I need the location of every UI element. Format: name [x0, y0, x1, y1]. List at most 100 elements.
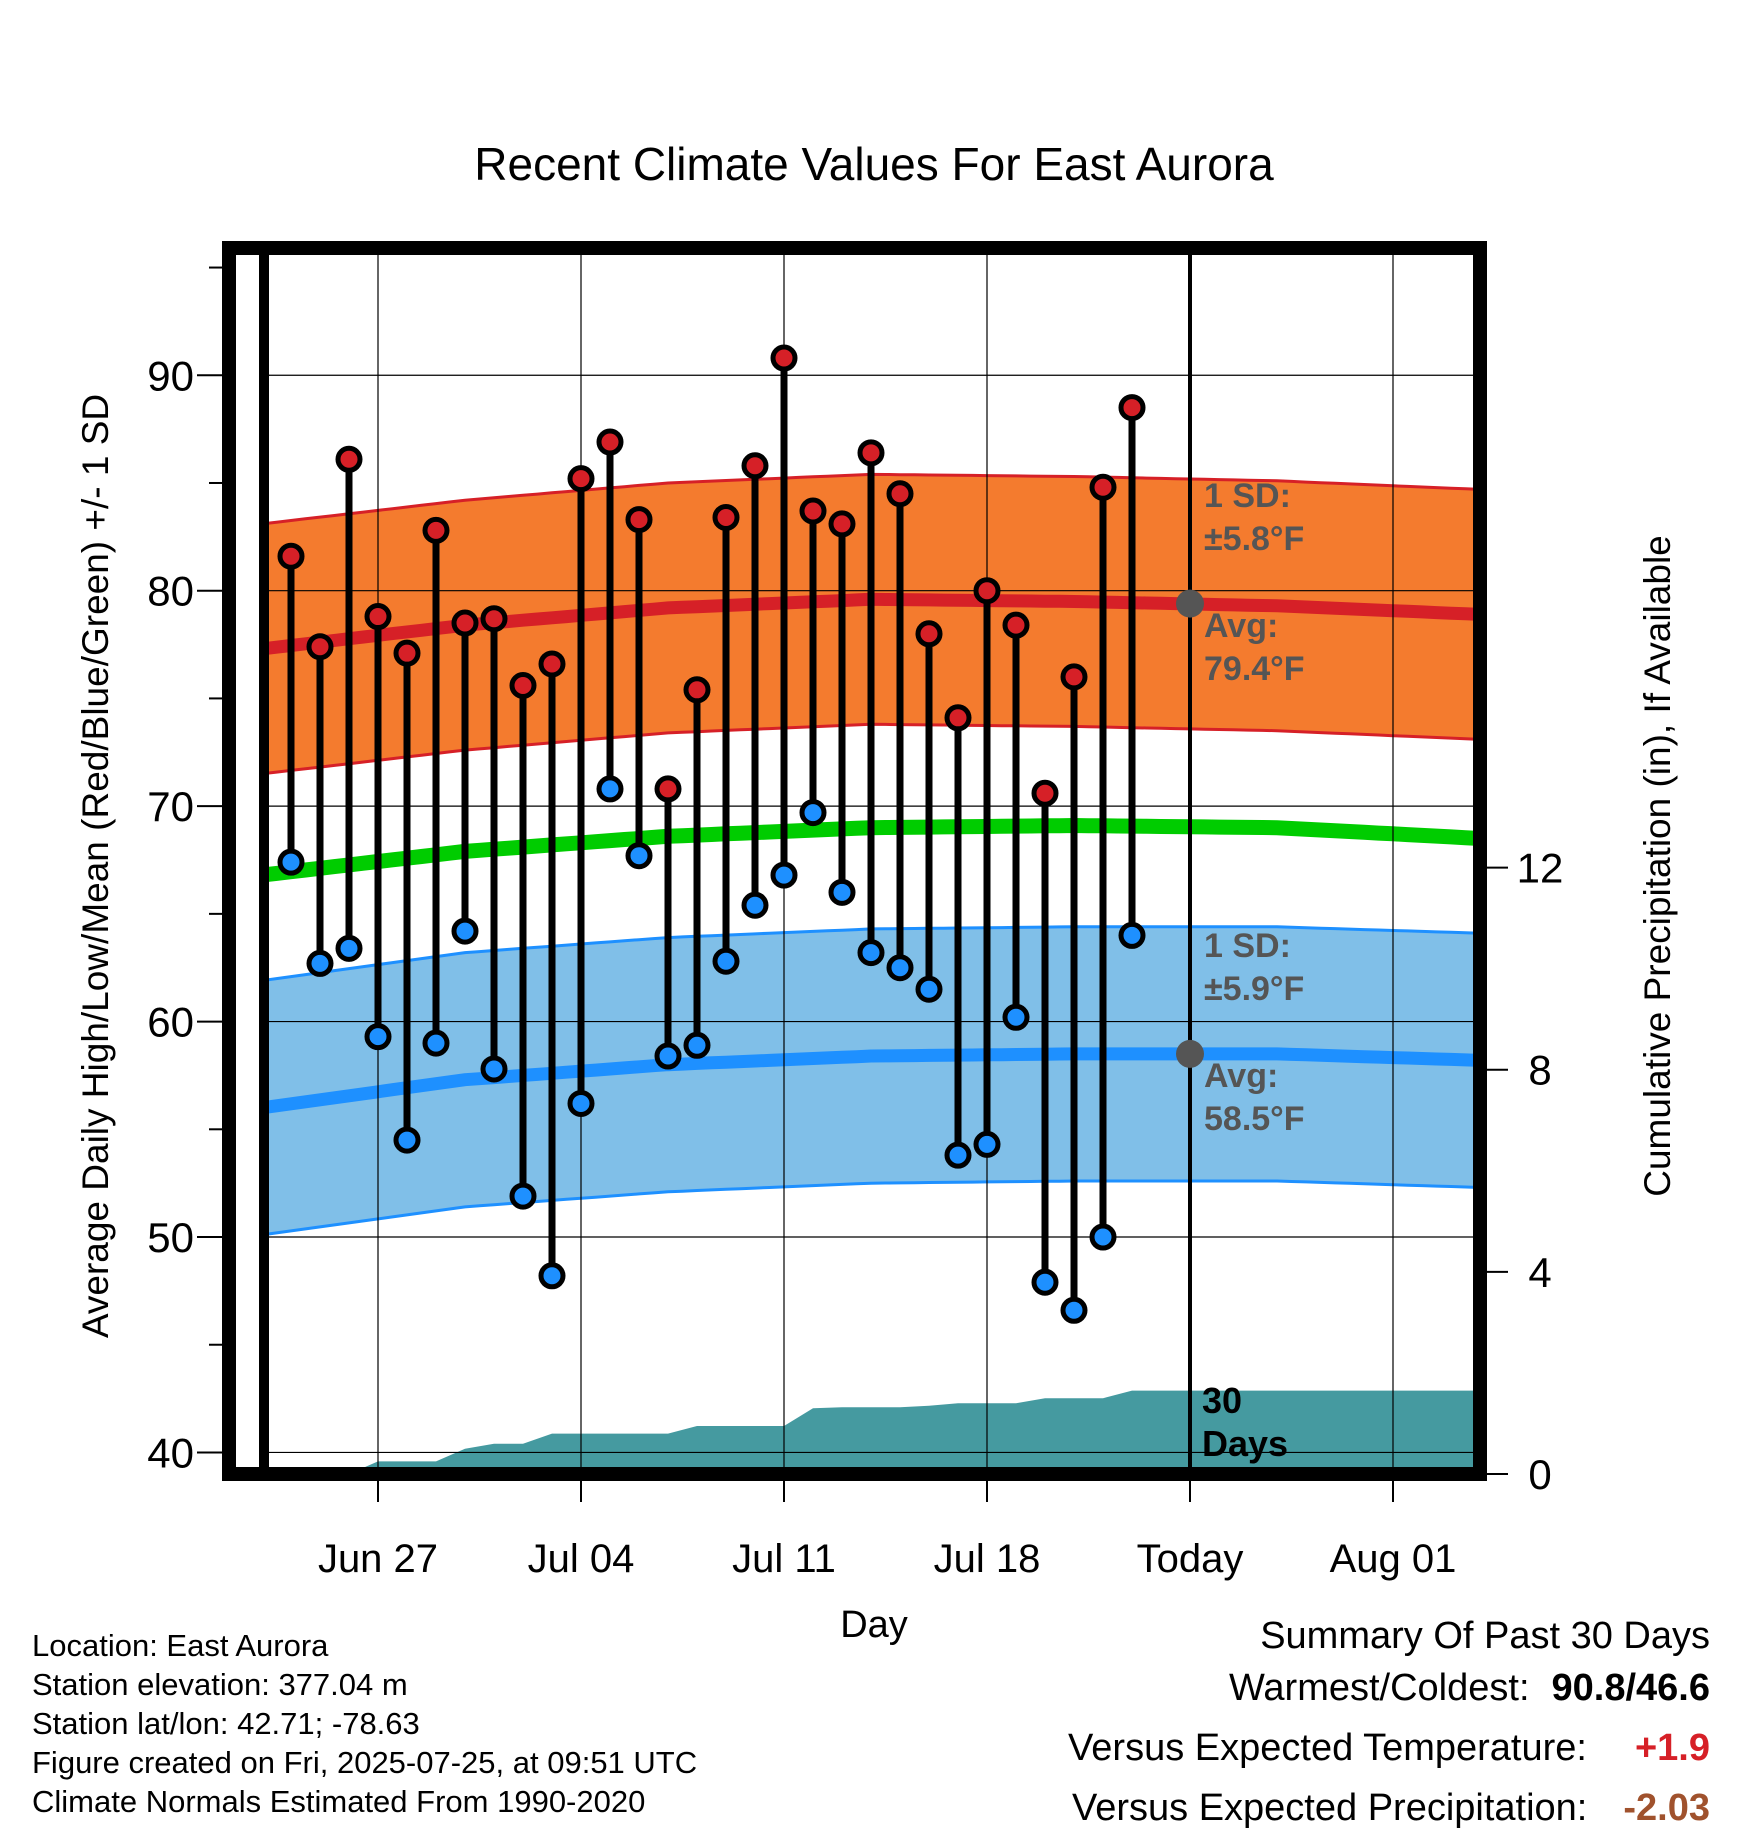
daily-low-point: [1060, 1296, 1088, 1324]
daily-high-point: [306, 633, 334, 661]
daily-low-point: [596, 775, 624, 803]
daily-low-point: [915, 975, 943, 1003]
elevation-text: Station elevation: 377.04 m: [32, 1667, 408, 1702]
daily-high-point: [509, 671, 537, 699]
daily-low-point: [364, 1023, 392, 1051]
temp-anomaly-value: +1.9: [1634, 1727, 1710, 1769]
daily-high-point: [770, 344, 798, 372]
daily-high-point: [625, 506, 653, 534]
high-sd-title: 1 SD:: [1204, 477, 1291, 515]
plot-frame-inner: [259, 243, 1483, 1477]
daily-low-point: [1118, 921, 1146, 949]
summary-title: Summary Of Past 30 Days: [1260, 1615, 1710, 1657]
y-tick-label: 50: [147, 1214, 194, 1261]
daily-high-point: [712, 503, 740, 531]
daily-high-point: [857, 439, 885, 467]
daily-low-point: [973, 1130, 1001, 1158]
low-avg-line: [262, 1047, 1480, 1115]
low-avg-value: 58.5°F: [1204, 1100, 1305, 1138]
x-axis-label: Day: [840, 1604, 908, 1646]
high-avg-value: 79.4°F: [1204, 650, 1305, 688]
daily-low-point: [306, 949, 334, 977]
daily-high-point: [1118, 394, 1146, 422]
location-text: Location: East Aurora: [32, 1628, 329, 1663]
daily-high-point: [1089, 473, 1117, 501]
daily-low-point: [538, 1262, 566, 1290]
daily-low-point: [944, 1141, 972, 1169]
warmest-coldest-value: 90.8/46.6: [1551, 1667, 1710, 1709]
daily-high-point: [393, 639, 421, 667]
daily-low-point: [422, 1029, 450, 1057]
created-text: Figure created on Fri, 2025-07-25, at 09…: [32, 1745, 698, 1780]
daily-high-point: [973, 577, 1001, 605]
x-tick-label: Today: [1137, 1537, 1244, 1581]
daily-low-point: [1089, 1223, 1117, 1251]
y-axis-label: Average Daily High/Low/Mean (Red/Blue/Gr…: [75, 394, 116, 1338]
latlon-text: Station lat/lon: 42.71; -78.63: [32, 1706, 420, 1741]
daily-low-point: [770, 861, 798, 889]
plot-area: 1 SD: ±5.8°F Avg: 79.4°F 1 SD: ±5.9°F Avg: 58.5…: [147, 241, 1564, 1581]
precip-anomaly-label: Versus Expected Precipitation:: [1071, 1787, 1588, 1829]
low-avg-title: Avg:: [1204, 1057, 1278, 1095]
today-label-count: 30: [1202, 1380, 1242, 1421]
daily-high-point: [683, 676, 711, 704]
daily-high-point: [422, 516, 450, 544]
chart-title: Recent Climate Values For East Aurora: [474, 138, 1274, 190]
daily-high-point: [480, 605, 508, 633]
daily-low-point: [799, 799, 827, 827]
daily-low-point: [393, 1126, 421, 1154]
y-tick-label: 70: [147, 783, 194, 830]
daily-high-point: [538, 650, 566, 678]
temp-anomaly-label: Versus Expected Temperature:: [1068, 1727, 1587, 1769]
daily-low-point: [625, 842, 653, 870]
y2-axis-label: Cumulative Precipitation (in), If Availa…: [1637, 535, 1678, 1197]
y-tick-label: 90: [147, 352, 194, 399]
x-tick-label: Jul 18: [934, 1537, 1041, 1581]
daily-low-point: [683, 1031, 711, 1059]
daily-low-point: [886, 954, 914, 982]
warmest-coldest-label: Warmest/Coldest:: [1228, 1667, 1530, 1709]
y-tick-label: 80: [147, 568, 194, 615]
y2-tick-label: 12: [1517, 845, 1564, 892]
daily-high-point: [799, 497, 827, 525]
summary-panel: Summary Of Past 30 Days Warmest/Coldest:…: [1068, 1610, 1710, 1842]
daily-high-point: [1002, 611, 1030, 639]
daily-high-point: [1060, 663, 1088, 691]
daily-high-point: [654, 775, 682, 803]
high-avg-today-dot: [1176, 589, 1204, 618]
daily-high-point: [335, 445, 363, 473]
daily-high-point: [915, 620, 943, 648]
daily-low-point: [741, 891, 769, 919]
daily-low-point: [480, 1055, 508, 1083]
daily-low-point: [828, 878, 856, 906]
daily-high-point: [364, 603, 392, 631]
x-tick-label: Aug 01: [1330, 1537, 1457, 1581]
y2-tick-label: 0: [1528, 1451, 1551, 1498]
daily-high-point: [741, 452, 769, 480]
y2-tick-label: 8: [1528, 1047, 1551, 1094]
daily-low-point: [654, 1042, 682, 1070]
low-avg-today-dot: [1176, 1039, 1204, 1068]
normals-text: Climate Normals Estimated From 1990-2020: [32, 1784, 646, 1819]
x-tick-label: Jun 27: [318, 1537, 438, 1581]
y-tick-label: 60: [147, 999, 194, 1046]
daily-high-point: [451, 609, 479, 637]
daily-high-point: [886, 480, 914, 508]
daily-low-point: [1031, 1268, 1059, 1296]
today-label-unit: Days: [1202, 1423, 1288, 1464]
low-sd-value: ±5.9°F: [1204, 970, 1304, 1008]
daily-low-point: [712, 947, 740, 975]
daily-low-point: [335, 934, 363, 962]
daily-low-point: [567, 1089, 595, 1117]
daily-low-point: [277, 848, 305, 876]
daily-high-point: [277, 542, 305, 570]
precip-area: [262, 1390, 1480, 1474]
daily-low-point: [451, 917, 479, 945]
daily-low-point: [857, 939, 885, 967]
high-sd-value: ±5.8°F: [1204, 520, 1304, 558]
daily-high-point: [1031, 779, 1059, 807]
low-sd-band: [262, 926, 1480, 1235]
high-avg-title: Avg:: [1204, 607, 1278, 645]
daily-low-point: [509, 1182, 537, 1210]
